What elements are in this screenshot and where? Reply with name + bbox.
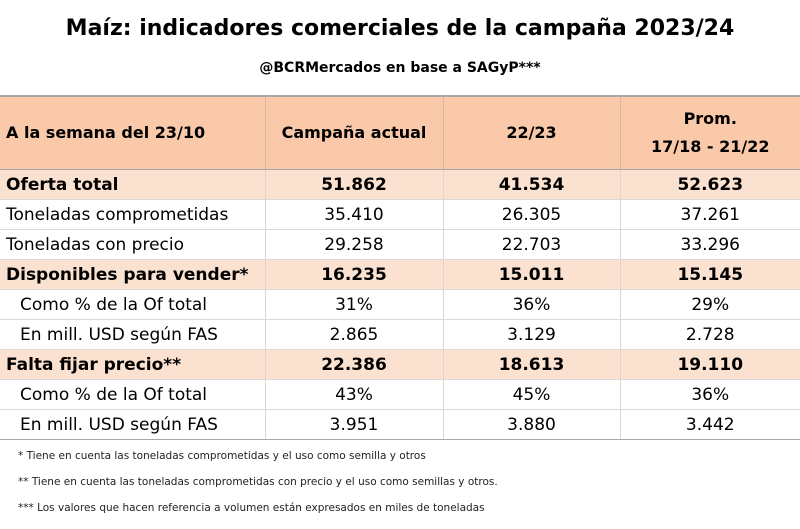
cell-current: 51.862 <box>264 169 443 200</box>
header-week: A la semana del 23/10 <box>0 95 265 170</box>
table-row: Oferta total 51.862 41.534 52.623 <box>0 169 800 200</box>
cell-previous: 18.613 <box>442 349 620 380</box>
cell-previous: 26.305 <box>442 199 620 230</box>
row-label: Oferta total <box>0 169 265 200</box>
row-label: Toneladas comprometidas <box>0 199 265 230</box>
row-label: Como % de la Of total <box>0 289 265 320</box>
row-label: Disponibles para vender* <box>0 259 265 290</box>
header-average-line2: 17/18 - 21/22 <box>650 137 770 156</box>
footnote-1: * Tiene en cuenta las toneladas comprome… <box>18 450 426 462</box>
cell-average: 3.442 <box>619 409 800 440</box>
cell-average: 37.261 <box>619 199 800 230</box>
cell-average: 36% <box>619 379 800 410</box>
footnote-2: ** Tiene en cuenta las toneladas comprom… <box>18 476 498 488</box>
cell-average: 19.110 <box>619 349 800 380</box>
cell-current: 35.410 <box>264 199 443 230</box>
cell-previous: 3.129 <box>442 319 620 350</box>
header-current-campaign: Campaña actual <box>264 95 443 170</box>
table-header-row: A la semana del 23/10 Campaña actual 22/… <box>0 95 800 170</box>
table-row: Como % de la Of total 31% 36% 29% <box>0 289 800 320</box>
header-average: Prom. 17/18 - 21/22 <box>619 95 800 170</box>
table-row: En mill. USD según FAS 3.951 3.880 3.442 <box>0 409 800 440</box>
table-row: Falta fijar precio** 22.386 18.613 19.11… <box>0 349 800 380</box>
indicators-table: A la semana del 23/10 Campaña actual 22/… <box>0 95 800 440</box>
cell-current: 31% <box>264 289 443 320</box>
table-row: Disponibles para vender* 16.235 15.011 1… <box>0 259 800 290</box>
cell-average: 29% <box>619 289 800 320</box>
cell-current: 43% <box>264 379 443 410</box>
cell-average: 2.728 <box>619 319 800 350</box>
cell-average: 15.145 <box>619 259 800 290</box>
cell-previous: 3.880 <box>442 409 620 440</box>
cell-average: 52.623 <box>619 169 800 200</box>
cell-current: 3.951 <box>264 409 443 440</box>
row-label: Toneladas con precio <box>0 229 265 260</box>
cell-previous: 22.703 <box>442 229 620 260</box>
cell-average: 33.296 <box>619 229 800 260</box>
cell-current: 16.235 <box>264 259 443 290</box>
row-label: Falta fijar precio** <box>0 349 265 380</box>
page-title: Maíz: indicadores comerciales de la camp… <box>65 16 735 41</box>
table-row: En mill. USD según FAS 2.865 3.129 2.728 <box>0 319 800 350</box>
cell-previous: 36% <box>442 289 620 320</box>
table-row: Toneladas comprometidas 35.410 26.305 37… <box>0 199 800 230</box>
cell-current: 2.865 <box>264 319 443 350</box>
cell-current: 22.386 <box>264 349 443 380</box>
page-subtitle: @BCRMercados en base a SAGyP*** <box>259 60 541 76</box>
table-row: Como % de la Of total 43% 45% 36% <box>0 379 800 410</box>
header-average-line1: Prom. <box>683 109 737 128</box>
cell-current: 29.258 <box>264 229 443 260</box>
cell-previous: 15.011 <box>442 259 620 290</box>
footnotes: * Tiene en cuenta las toneladas comprome… <box>18 450 498 528</box>
table-row: Toneladas con precio 29.258 22.703 33.29… <box>0 229 800 260</box>
row-label: Como % de la Of total <box>0 379 265 410</box>
cell-previous: 41.534 <box>442 169 620 200</box>
row-label: En mill. USD según FAS <box>0 409 265 440</box>
header-previous-campaign: 22/23 <box>442 95 620 170</box>
row-label: En mill. USD según FAS <box>0 319 265 350</box>
cell-previous: 45% <box>442 379 620 410</box>
footnote-3: *** Los valores que hacen referencia a v… <box>18 502 485 514</box>
